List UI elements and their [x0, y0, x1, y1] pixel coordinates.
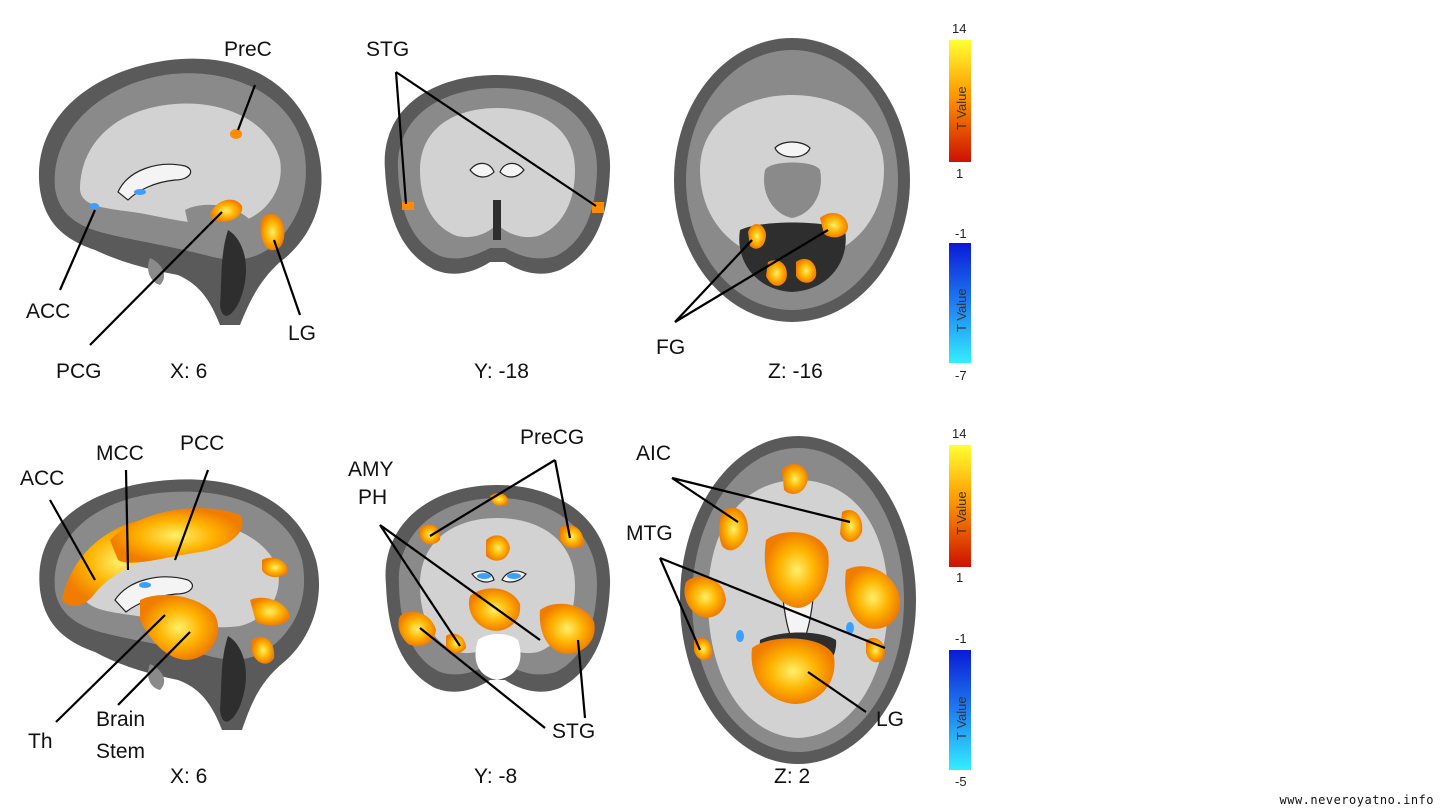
label-prec: PreC [224, 38, 272, 61]
colorbar-title: T Value [954, 86, 969, 130]
colorbar-min: -7 [955, 368, 967, 383]
label-aic: AIC [636, 442, 671, 465]
label-amy: AMY [348, 458, 394, 481]
row2-sagittal-activations [62, 508, 290, 664]
label-acc: ACC [20, 467, 64, 490]
row1-coronal-brain [384, 75, 611, 274]
row2-coronal-brain [385, 485, 611, 692]
label-acc: ACC [26, 300, 70, 323]
label-brain: Brain [96, 708, 145, 731]
row2-coronal-leaders [379, 459, 587, 729]
label-precg: PreCG [520, 426, 584, 449]
colorbar-max: -1 [955, 631, 967, 646]
label-stg: STG [552, 720, 595, 743]
colorbar-title: T Value [954, 288, 969, 332]
label-mtg: MTG [626, 522, 673, 545]
coordinate-y: Y: -8 [474, 765, 517, 788]
colorbar-title: T Value [954, 696, 969, 740]
colorbar-max: 14 [952, 21, 966, 36]
colorbar-min: 1 [956, 166, 963, 181]
colorbar-max: -1 [955, 226, 967, 241]
colorbar-min: -5 [955, 774, 967, 789]
label-stem: Stem [96, 740, 145, 763]
row2-colorbar-negative: -1 -5 T Value [949, 631, 971, 789]
row1-coronal-leaders [394, 71, 597, 207]
row1-sagittal-leaders [58, 84, 302, 346]
colorbar-max: 14 [952, 426, 966, 441]
label-stg: STG [366, 38, 409, 61]
label-th: Th [28, 730, 53, 753]
row1-colorbar-negative: -1 -7 T Value [949, 226, 971, 383]
watermark: www.neveroyatno.info [1279, 793, 1434, 807]
label-ph: PH [358, 486, 387, 509]
row2-colorbar-positive: 14 1 T Value [949, 426, 971, 585]
row1-sagittal-activations [89, 129, 285, 251]
label-fg: FG [656, 336, 685, 359]
row1-sagittal-brain [38, 58, 322, 326]
label-pcc: PCC [180, 432, 224, 455]
coordinate-x: X: 6 [170, 360, 207, 383]
label-lg: LG [288, 322, 316, 345]
row1-coronal-activations [402, 202, 604, 213]
colorbar-min: 1 [956, 570, 963, 585]
row2-coronal-activations [398, 493, 595, 654]
row1-axial-leaders [674, 229, 829, 323]
row1-axial-brain [674, 38, 910, 322]
coordinate-z: Z: -16 [768, 360, 823, 383]
label-pcg: PCG [56, 360, 102, 383]
label-lg: LG [876, 708, 904, 731]
coordinate-z: Z: 2 [774, 765, 810, 788]
coordinate-y: Y: -18 [474, 360, 529, 383]
colorbar-title: T Value [954, 491, 969, 535]
row2-axial-leaders [658, 476, 886, 713]
row2-axial-activations [684, 463, 901, 704]
row1-colorbar-positive: 14 1 T Value [949, 21, 971, 181]
coordinate-x: X: 6 [170, 765, 207, 788]
row2-sagittal-leaders [49, 469, 210, 723]
label-mcc: MCC [96, 442, 144, 465]
